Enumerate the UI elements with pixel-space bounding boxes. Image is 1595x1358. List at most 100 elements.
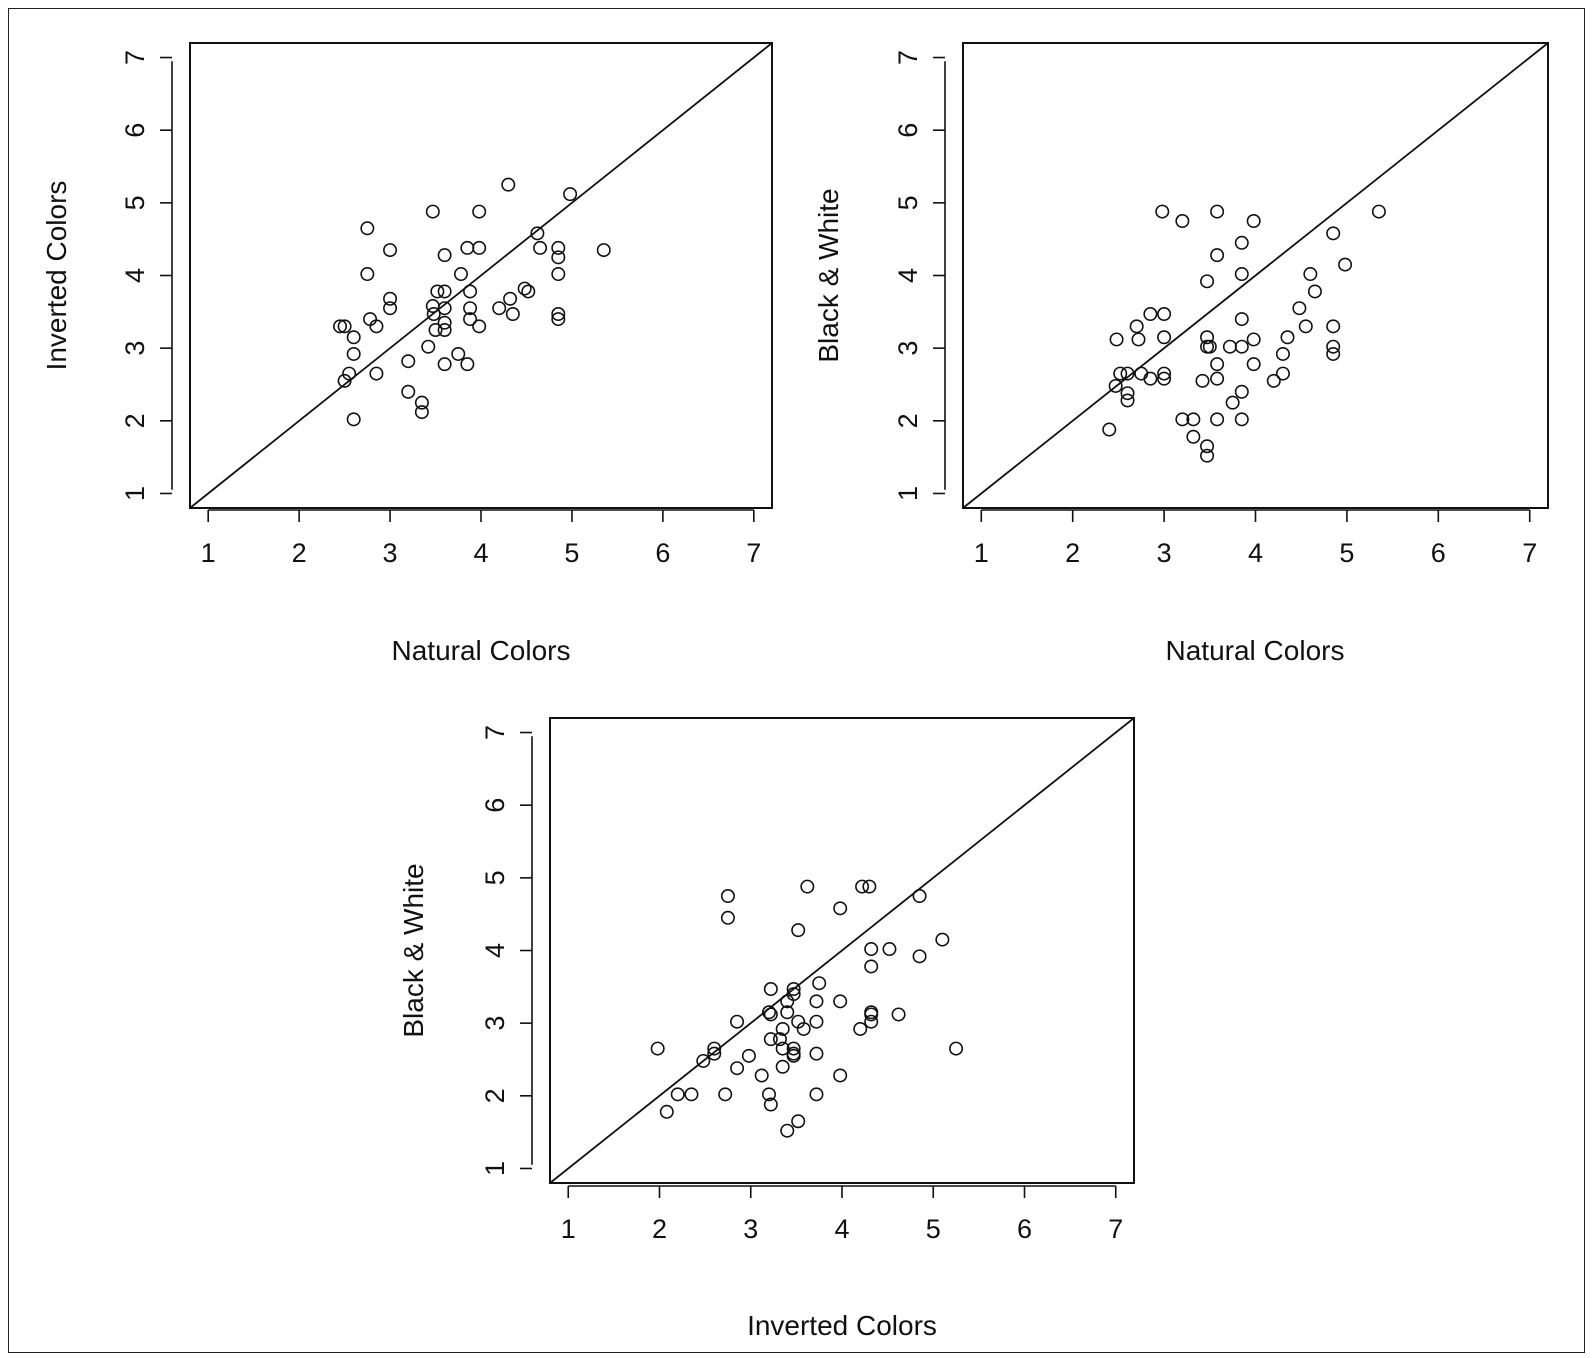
data-point (563, 187, 578, 202)
data-point (1292, 301, 1307, 316)
data-point (780, 1123, 795, 1138)
x-tick-label: 1 (974, 538, 989, 568)
data-point (1210, 412, 1225, 427)
data-point (809, 1046, 824, 1061)
data-point (786, 1041, 801, 1056)
data-point (517, 281, 532, 296)
data-point (1202, 339, 1217, 354)
data-point (1109, 332, 1124, 347)
data-point (1210, 371, 1225, 386)
data-point (1210, 357, 1225, 372)
data-point (421, 339, 436, 354)
y-tick-label: 5 (120, 195, 150, 210)
panel-natural-vs-inverted: 1 2 3 4 5 6 7 1 2 3 4 5 6 7 Natural Colors Inverted … (41, 42, 773, 666)
x-tick-label: 5 (926, 1214, 941, 1244)
data-point (780, 1005, 795, 1020)
data-point (1338, 257, 1353, 272)
data-point (1225, 395, 1240, 410)
y-tick-label: 3 (480, 1016, 510, 1031)
data-point (363, 312, 378, 327)
data-point (763, 1097, 778, 1112)
data-point (833, 994, 848, 1009)
data-point (333, 319, 348, 334)
data-point (684, 1087, 699, 1102)
data-point (812, 976, 827, 991)
data-point (551, 267, 566, 282)
y-tick-label: 1 (893, 486, 923, 501)
data-point (833, 901, 848, 916)
data-point (1120, 386, 1135, 401)
x-tick-label: 1 (561, 1214, 576, 1244)
data-point (809, 1014, 824, 1029)
y-tick-label: 5 (893, 195, 923, 210)
y-tick-label: 6 (120, 123, 150, 138)
data-point (1131, 332, 1146, 347)
data-point (426, 307, 441, 322)
data-point (1303, 267, 1318, 282)
data-point (472, 319, 487, 334)
data-point (1298, 319, 1313, 334)
data-point (1200, 330, 1215, 345)
data-point (935, 932, 950, 947)
data-point (521, 284, 536, 299)
data-point (383, 243, 398, 258)
x-axis-label: Natural Colors (392, 635, 571, 666)
data-point (855, 879, 870, 894)
data-point (451, 346, 466, 361)
data-point (401, 384, 416, 399)
data-point (425, 204, 440, 219)
y-tick-label: 5 (480, 870, 510, 885)
data-point (1102, 422, 1117, 437)
data-point (1234, 312, 1249, 327)
data-point (460, 357, 475, 372)
data-point (650, 1041, 665, 1056)
y-tick-label: 7 (120, 50, 150, 65)
data-point (1157, 371, 1172, 386)
data-point (1157, 366, 1172, 381)
data-point (463, 312, 478, 327)
data-point (809, 994, 824, 1009)
data-point (786, 987, 801, 1002)
data-point (437, 322, 452, 337)
data-point (763, 982, 778, 997)
x-tick-label: 4 (834, 1214, 849, 1244)
identity-line (549, 717, 1135, 1184)
y-tick-label: 3 (120, 341, 150, 356)
data-point (730, 1061, 745, 1076)
data-point (1234, 412, 1249, 427)
x-tick-label: 2 (652, 1214, 667, 1244)
x-tick-label: 6 (655, 538, 670, 568)
data-point (1326, 226, 1341, 241)
data-point (1200, 339, 1215, 354)
data-point (1210, 204, 1225, 219)
data-point (718, 1087, 733, 1102)
data-point (337, 319, 352, 334)
data-point (453, 267, 468, 282)
x-tick-label: 2 (292, 538, 307, 568)
data-point (1143, 371, 1158, 386)
data-point (437, 284, 452, 299)
data-point (1234, 339, 1249, 354)
data-point (472, 204, 487, 219)
data-point (596, 243, 611, 258)
data-point (763, 1032, 778, 1047)
plot-frame (189, 42, 773, 509)
data-point (864, 1014, 879, 1029)
data-point (912, 889, 927, 904)
plot-frame (962, 42, 1549, 509)
data-point (1266, 373, 1281, 388)
x-tick-label: 7 (1108, 1214, 1123, 1244)
data-point (401, 354, 416, 369)
data-point (1326, 319, 1341, 334)
data-point (437, 301, 452, 316)
data-point (1120, 366, 1135, 381)
data-point (437, 357, 452, 372)
data-point (533, 240, 548, 255)
data-point (1210, 248, 1225, 263)
x-tick-label: 5 (1339, 538, 1354, 568)
x-tick-label: 1 (201, 538, 216, 568)
x-axis-label: Natural Colors (1166, 635, 1345, 666)
data-point (1157, 307, 1172, 322)
data-point (1326, 339, 1341, 354)
data-point (463, 301, 478, 316)
